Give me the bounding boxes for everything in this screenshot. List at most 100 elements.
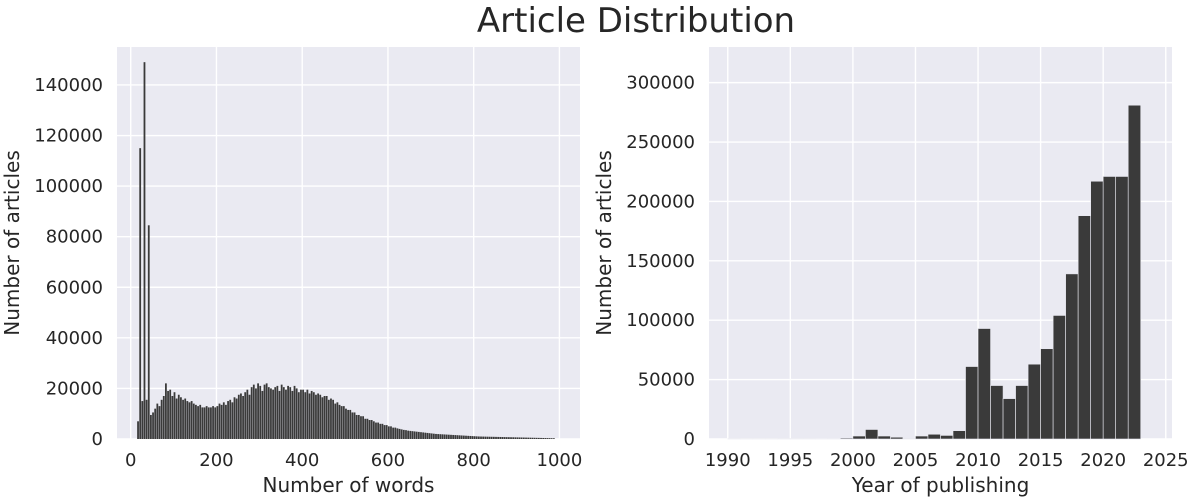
word-count-bar: [188, 402, 191, 439]
word-count-bar: [450, 434, 452, 439]
year-bar: [1002, 398, 1016, 440]
word-count-bar: [375, 422, 377, 439]
word-count-bar: [552, 438, 555, 439]
word-count-bar: [477, 436, 480, 439]
word-count-bar: [430, 433, 433, 439]
word-count-bar: [420, 432, 422, 439]
word-count-bar: [435, 433, 437, 439]
word-count-bar: [302, 389, 304, 439]
word-count-bar: [231, 402, 234, 439]
year-y-tick-label: 250000: [626, 132, 695, 153]
word-count-bar: [533, 437, 536, 439]
word-count-bar: [387, 426, 390, 439]
word-count-bar: [306, 389, 309, 439]
year-y-tick-label: 0: [684, 429, 695, 450]
word-count-bar: [379, 423, 382, 439]
word-count-bar: [385, 425, 388, 439]
word-count-bar: [308, 393, 311, 439]
word-count-bar: [285, 389, 287, 439]
word-count-bar: [360, 416, 362, 439]
word-count-bar: [437, 434, 440, 439]
word-count-bar: [197, 406, 199, 439]
word-count-bar: [357, 414, 360, 439]
word-count-bar: [212, 406, 214, 439]
word-count-bar: [518, 437, 521, 439]
word-count-bar: [345, 408, 347, 439]
word-count-bar: [490, 436, 493, 439]
word-count-bar: [503, 437, 506, 439]
word-count-bar: [366, 418, 369, 439]
word-count-bar: [402, 429, 405, 439]
word-count-bar: [396, 428, 399, 439]
word-count-bar: [237, 394, 240, 439]
word-count-bar: [372, 421, 375, 439]
word-count-bar: [334, 403, 337, 439]
word-count-bar: [141, 401, 144, 439]
year-y-axis-label: Number of articles: [592, 150, 616, 336]
word-count-bar: [310, 390, 313, 439]
word-count-bar: [377, 422, 380, 439]
year-bar: [1102, 176, 1116, 440]
word-count-bar: [137, 421, 139, 439]
word-count-bar: [280, 384, 283, 439]
word-count-bar: [432, 433, 435, 439]
year-x-tick-label: 2010: [955, 450, 1001, 471]
word-count-bar: [255, 388, 257, 439]
word-count-bar: [175, 398, 178, 439]
word-count-bar: [143, 62, 146, 439]
word-count-bar: [167, 390, 169, 439]
word-count-x-tick-label: 800: [457, 450, 491, 471]
word-count-bar: [158, 406, 161, 439]
year-bar: [1127, 104, 1142, 440]
word-count-bar: [542, 437, 545, 439]
word-count-bar: [190, 401, 193, 439]
year-bar: [890, 436, 904, 440]
year-bar: [1077, 215, 1091, 440]
word-count-bar: [293, 385, 296, 439]
year-bar: [965, 366, 979, 440]
word-count-bar: [452, 434, 455, 439]
word-count-bar: [465, 435, 467, 439]
word-count-bar: [259, 385, 262, 439]
word-count-bar: [537, 437, 540, 439]
word-count-bar: [544, 438, 547, 439]
word-count-bar: [501, 437, 504, 439]
word-count-bar: [516, 437, 519, 439]
word-count-bar: [150, 414, 152, 439]
year-y-tick-label: 200000: [626, 191, 695, 212]
year-bar: [1115, 176, 1129, 440]
word-count-bar: [514, 437, 517, 439]
word-count-bar: [469, 435, 472, 439]
year-bar: [840, 437, 854, 440]
word-count-bar: [540, 437, 542, 439]
word-count-bar: [362, 416, 365, 439]
word-count-bar: [550, 438, 553, 439]
word-count-bar: [368, 420, 371, 439]
word-count-bar: [287, 385, 289, 439]
word-count-bar: [246, 389, 249, 439]
word-count-bar: [233, 397, 236, 439]
word-count-bar: [441, 434, 444, 439]
year-bar: [1015, 385, 1029, 440]
year-bar: [1040, 348, 1054, 440]
publishing-year-histogram: 1990 1995 2000 2005 2010 2015 2020 2025 0 50000 1…: [592, 47, 1189, 497]
word-count-bar: [278, 390, 281, 439]
word-count-bar: [424, 432, 427, 439]
word-count-bar: [263, 384, 266, 439]
year-bar: [990, 385, 1004, 440]
year-x-tick-label: 1995: [767, 450, 813, 471]
word-count-bar: [327, 399, 330, 439]
word-count-bar: [319, 394, 322, 439]
word-count-bar: [347, 409, 350, 439]
word-count-bar: [398, 428, 401, 439]
word-count-bar: [392, 427, 395, 439]
word-count-bar: [205, 406, 208, 439]
word-count-bar: [154, 408, 157, 439]
word-count-bar: [325, 396, 328, 439]
word-count-bar: [177, 394, 180, 439]
word-count-bar: [505, 437, 508, 439]
word-count-bar: [499, 436, 502, 439]
word-count-bar: [443, 434, 446, 439]
word-count-bar: [182, 399, 184, 439]
